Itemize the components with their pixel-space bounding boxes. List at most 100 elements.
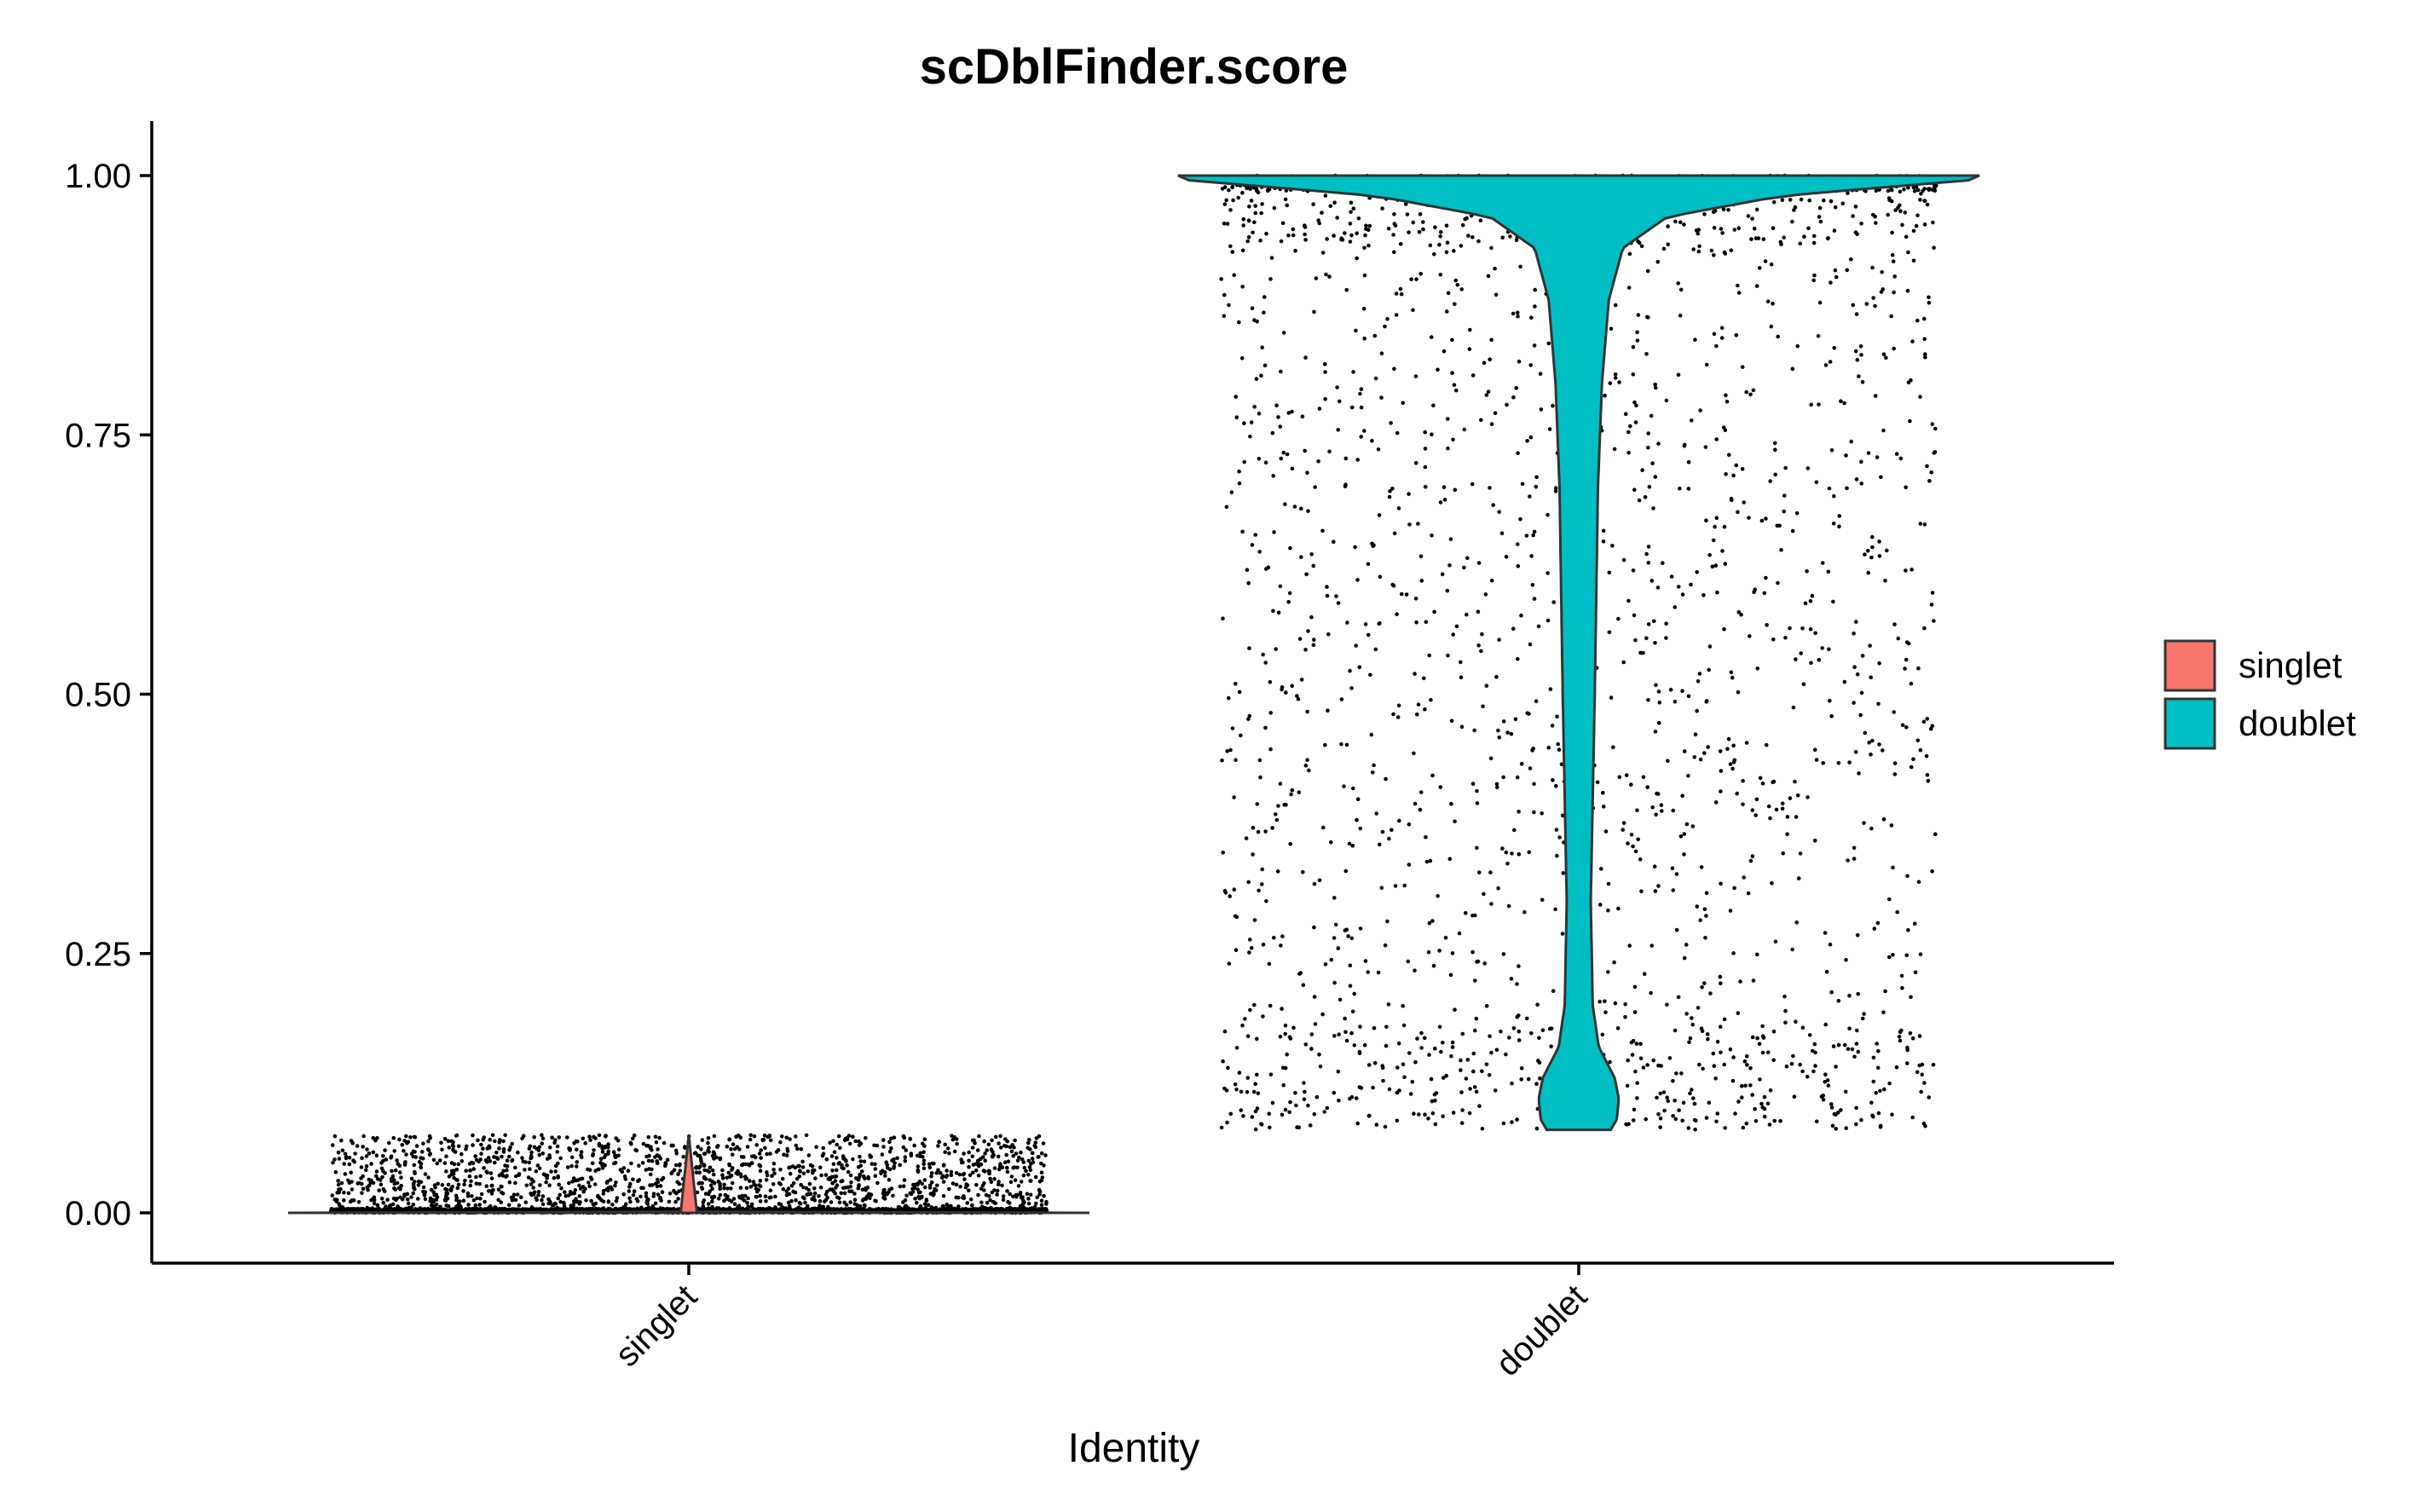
data-point: [456, 1182, 461, 1187]
data-point: [494, 1156, 500, 1160]
data-point: [752, 1182, 756, 1187]
data-point: [729, 1186, 733, 1191]
data-point: [799, 1147, 804, 1151]
data-point: [893, 1161, 897, 1165]
data-point: [750, 1161, 754, 1165]
data-point: [375, 1135, 379, 1140]
data-point: [540, 1136, 546, 1141]
data-point: [336, 1179, 341, 1183]
data-point: [1285, 1052, 1289, 1057]
data-point: [331, 1143, 335, 1147]
data-point: [402, 1149, 406, 1153]
data-point: [1629, 833, 1634, 837]
data-point: [837, 1161, 842, 1165]
data-point: [421, 1185, 426, 1190]
data-point: [786, 1186, 791, 1191]
data-point: [1257, 411, 1262, 416]
data-point: [397, 1137, 402, 1142]
data-point: [910, 1190, 916, 1194]
data-point: [546, 1197, 551, 1202]
data-point: [1019, 1180, 1024, 1184]
data-point: [534, 1197, 539, 1202]
data-point: [1653, 382, 1657, 387]
data-point: [852, 1197, 858, 1202]
data-point: [901, 1184, 906, 1188]
data-point: [1317, 407, 1322, 411]
data-point: [1274, 812, 1278, 817]
data-point: [538, 1183, 542, 1187]
data-point: [1237, 481, 1242, 486]
data-point: [918, 1151, 923, 1156]
data-point: [1303, 648, 1308, 652]
data-point: [1700, 1029, 1705, 1034]
data-point: [1656, 720, 1661, 725]
data-point: [700, 1186, 705, 1192]
data-point: [1274, 403, 1279, 408]
data-point: [707, 1150, 711, 1154]
data-point: [367, 1177, 372, 1182]
data-point: [802, 1196, 806, 1201]
data-point: [677, 1189, 681, 1193]
data-point: [332, 1134, 338, 1139]
data-point: [491, 1187, 495, 1192]
data-point: [1274, 647, 1278, 651]
data-point: [385, 1197, 390, 1202]
data-point: [1385, 316, 1389, 321]
data-point: [592, 1148, 596, 1152]
data-point: [468, 1183, 473, 1188]
data-point: [1377, 513, 1382, 517]
data-point: [1626, 450, 1631, 455]
data-point: [858, 1154, 862, 1159]
data-point: [1753, 813, 1758, 817]
data-point: [1631, 568, 1636, 573]
data-point: [637, 1163, 641, 1168]
data-point: [1501, 1121, 1506, 1126]
data-point: [557, 1135, 562, 1140]
data-point: [804, 1133, 809, 1138]
data-point: [339, 1138, 344, 1143]
data-point: [1489, 422, 1494, 426]
data-point: [811, 1170, 815, 1175]
data-point: [374, 1169, 379, 1174]
data-point: [831, 1162, 836, 1167]
data-point: [1030, 1151, 1035, 1156]
data-point: [935, 1183, 939, 1188]
data-point: [1031, 1160, 1036, 1164]
data-point: [1240, 248, 1245, 253]
data-point: [446, 1139, 451, 1143]
data-point: [1471, 1069, 1476, 1074]
data-point: [1829, 199, 1834, 204]
data-point: [637, 1178, 642, 1182]
data-point: [1499, 1030, 1503, 1034]
data-point: [901, 1134, 906, 1139]
data-point: [955, 1141, 959, 1146]
data-point: [954, 1170, 959, 1175]
data-point: [577, 1194, 582, 1198]
data-point: [1437, 242, 1441, 247]
data-point: [847, 1189, 852, 1194]
data-point: [1510, 1081, 1514, 1086]
data-point: [997, 1141, 1001, 1146]
data-point: [1752, 226, 1757, 231]
data-point: [500, 1185, 504, 1189]
data-point: [1805, 795, 1810, 799]
data-point: [1789, 1061, 1794, 1066]
data-point: [879, 1171, 883, 1176]
data-point: [923, 1205, 928, 1210]
data-point: [673, 1199, 678, 1204]
data-point: [1039, 1170, 1044, 1174]
data-point: [555, 1150, 559, 1154]
data-point: [720, 1168, 725, 1173]
data-point: [520, 1156, 524, 1160]
data-point: [1440, 572, 1445, 577]
data-point: [461, 1189, 465, 1193]
data-point: [875, 1143, 880, 1148]
data-point: [817, 1194, 821, 1198]
data-point: [1332, 1034, 1337, 1038]
data-point: [1252, 220, 1257, 225]
data-point: [1008, 1180, 1014, 1185]
data-point: [471, 1143, 475, 1147]
data-point: [1010, 1143, 1014, 1147]
data-point: [1772, 441, 1777, 446]
data-point: [1505, 730, 1510, 735]
